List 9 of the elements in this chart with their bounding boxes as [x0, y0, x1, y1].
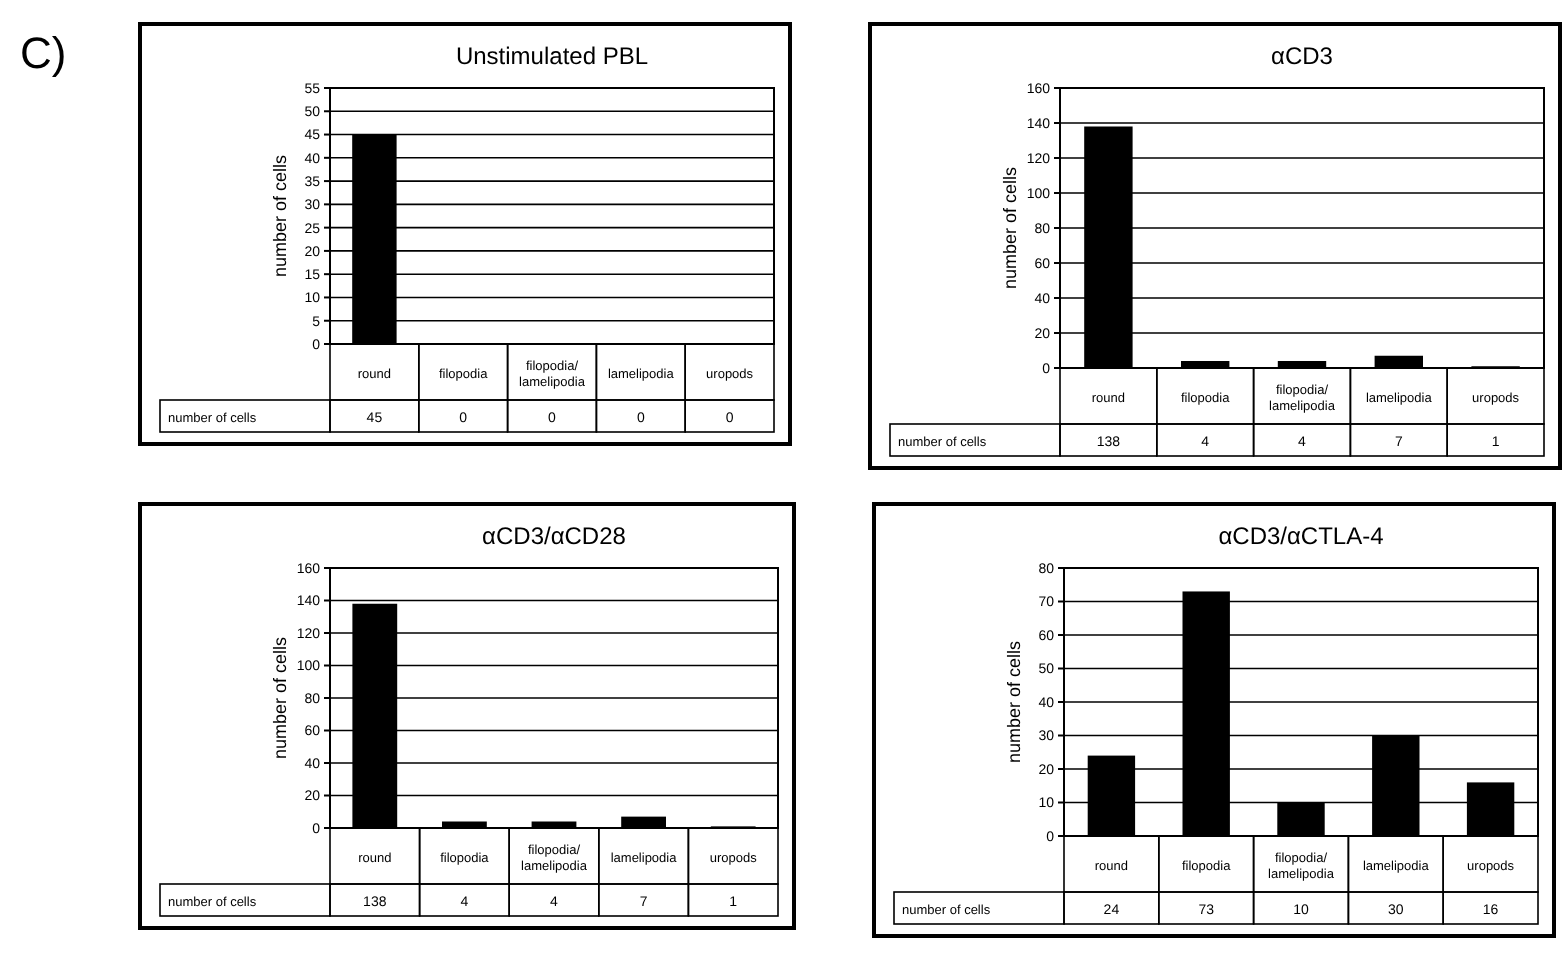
y-axis-title: number of cells: [1004, 639, 1024, 764]
chart-title: αCD3: [1271, 42, 1334, 70]
chart-title: αCD3/αCTLA-4: [1218, 522, 1385, 550]
y-axis-title: number of cells: [270, 153, 290, 278]
chart-title: Unstimulated PBL: [455, 42, 649, 70]
y-axis-title: number of cells: [270, 635, 290, 760]
y-axis-title: number of cells: [1000, 165, 1020, 290]
chart-title: αCD3/αCD28: [482, 522, 627, 550]
text: C): [20, 28, 67, 78]
